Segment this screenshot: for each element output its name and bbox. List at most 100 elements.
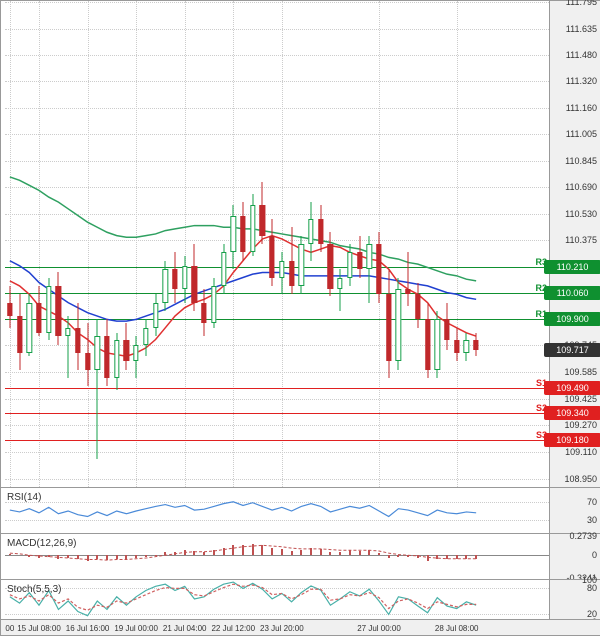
candle[interactable] [221,252,226,286]
macd-panel[interactable]: MACD(12,26,9) 0.27390-0.3241 [1,533,600,579]
stoch-y-axis: 10080200 [549,580,600,621]
price-plot-area[interactable]: R3R2R1S1S2S3 [5,1,549,487]
x-tick: 22 Jul 12:00 [211,624,255,633]
candle[interactable] [318,219,323,244]
candle[interactable] [367,244,372,269]
candle[interactable] [473,340,478,350]
y-tick: 111.320 [566,76,597,86]
y-tick: 111.480 [566,50,597,60]
rsi-level: 70 [587,497,597,507]
y-tick: 110.375 [565,235,597,245]
candle[interactable] [376,244,381,294]
candle[interactable] [143,328,148,345]
candle[interactable] [163,269,168,303]
candle[interactable] [454,340,459,353]
S1-marker: 109.490 [544,381,600,395]
macd-tick: 0.2739 [569,531,597,541]
x-axis: 0015 Jul 08:00 16 Jul 16:00 19 Jul 00:00 21… [1,619,600,635]
stoch-panel[interactable]: Stoch(5,5,3) 10080200 [1,579,600,621]
x-tick: 19 Jul 00:00 [114,624,158,633]
candle[interactable] [17,316,22,353]
R2-marker: 110.060 [544,286,600,300]
R1-marker: 109.900 [544,312,600,326]
y-tick: 110.845 [565,156,597,166]
candle[interactable] [201,303,206,323]
macd-tick: 0 [592,550,597,560]
candle[interactable] [124,340,129,362]
macd-y-axis: 0.27390-0.3241 [549,534,600,579]
x-tick: 23 Jul 20:00 [260,624,304,633]
candle[interactable] [250,205,255,252]
candle[interactable] [337,278,342,290]
price-y-axis: 111.795111.635111.480111.320111.160111.0… [549,1,600,487]
candle[interactable] [172,269,177,289]
S3-marker: 109.180 [544,433,600,447]
candle[interactable] [192,266,197,303]
rsi-panel[interactable]: RSI(14) 3070 [1,487,600,533]
candle[interactable] [114,340,119,379]
candle[interactable] [182,266,187,289]
candle[interactable] [7,303,12,316]
candle[interactable] [95,336,100,370]
candle[interactable] [65,328,70,336]
candle[interactable] [328,244,333,289]
candle[interactable] [425,319,430,369]
y-tick: 108.950 [564,474,597,484]
S2-marker: 109.340 [544,406,600,420]
x-tick: 27 Jul 00:00 [357,624,401,633]
x-tick: 16 Jul 16:00 [66,624,110,633]
candle[interactable] [357,252,362,269]
x-tick: 28 Jul 08:00 [435,624,479,633]
candle[interactable] [444,319,449,339]
y-tick: 110.530 [565,209,597,219]
candle[interactable] [405,289,410,294]
rsi-plot-area [5,488,549,533]
rsi-y-axis: 30 70 [549,488,600,533]
candle[interactable] [464,340,469,353]
stoch-tick: 80 [587,583,597,593]
candle[interactable] [36,303,41,333]
candle[interactable] [396,289,401,361]
y-tick: 109.425 [564,394,597,404]
candle[interactable] [347,252,352,277]
candle[interactable] [308,219,313,244]
macd-plot-area [5,534,549,579]
stoch-plot-area [5,580,549,621]
x-tick: 00 [5,624,14,633]
stoch-label: Stoch(5,5,3) [7,584,61,595]
candle[interactable] [435,319,440,369]
price-panel[interactable]: R3R2R1S1S2S3 111.795 111.635 111.480 111.32… [1,1,600,487]
candle[interactable] [289,261,294,286]
candle[interactable] [231,216,236,253]
candle[interactable] [211,286,216,323]
candle[interactable] [260,205,265,235]
y-tick: 111.635 [566,24,597,34]
candle[interactable] [104,336,109,378]
y-tick: 111.005 [566,129,597,139]
x-tick: 15 Jul 08:00 [17,624,61,633]
candle[interactable] [56,286,61,336]
candle[interactable] [133,345,138,362]
candle[interactable] [299,244,304,286]
y-tick: 109.110 [565,447,597,457]
chart-container: R3R2R1S1S2S3 111.795 111.635 111.480 111.32… [0,0,600,636]
rsi-level: 30 [587,515,597,525]
y-tick: 110.690 [565,182,597,192]
candle[interactable] [27,303,32,353]
y-tick: 111.795 [566,0,597,7]
x-tick: 21 Jul 04:00 [163,624,207,633]
y-tick: 109.585 [564,367,597,377]
macd-label: MACD(12,26,9) [7,538,76,549]
y-tick: 109.270 [564,420,597,430]
candle[interactable] [415,294,420,319]
candle[interactable] [75,328,80,353]
candle[interactable] [386,294,391,361]
candle[interactable] [269,236,274,278]
candle[interactable] [279,261,284,278]
R3-marker: 110.210 [544,260,600,274]
candle[interactable] [153,303,158,328]
candle[interactable] [240,216,245,253]
candle[interactable] [46,286,51,333]
candle[interactable] [85,353,90,370]
current-price-marker: 109.717 [544,343,600,357]
